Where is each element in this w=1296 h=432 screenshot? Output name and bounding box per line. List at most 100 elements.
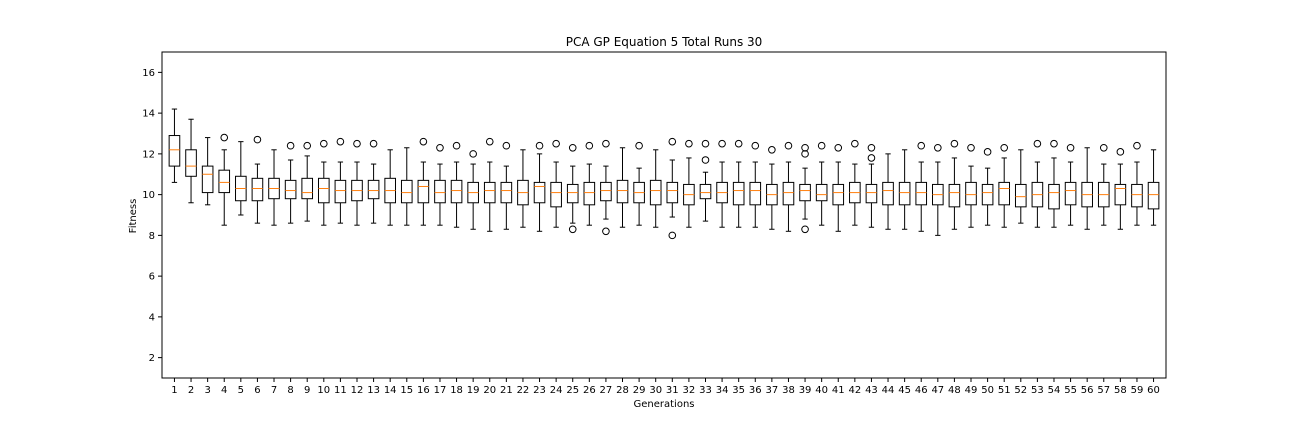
box-iqr (981, 183, 994, 206)
y-tick-label: 4 (149, 312, 155, 323)
outlier-point (685, 139, 693, 148)
outlier-point (353, 139, 361, 148)
outlier-point (784, 141, 793, 150)
outlier-point (568, 143, 577, 152)
x-tick-label: 59 (1131, 385, 1144, 396)
box-iqr (284, 179, 297, 200)
plot-frame (161, 51, 1167, 379)
x-tick-label: 53 (1031, 385, 1044, 396)
box-iqr (915, 181, 928, 206)
box-iqr (500, 181, 513, 204)
x-tick-label: 29 (633, 385, 646, 396)
x-tick-label: 6 (254, 385, 260, 396)
outlier-point (834, 143, 843, 152)
outlier-point (734, 139, 743, 148)
outlier-point (668, 137, 677, 146)
outlier-point (701, 139, 710, 148)
x-tick-label: 48 (948, 385, 961, 396)
outlier-point (303, 141, 312, 150)
x-axis-label: Generations (634, 399, 695, 410)
x-tick-label: 17 (434, 385, 447, 396)
outlier-point (220, 133, 229, 142)
outlier-point (1000, 143, 1008, 152)
x-tick-label: 23 (533, 385, 546, 396)
x-tick-label: 9 (304, 385, 310, 396)
box-iqr (898, 181, 911, 206)
x-tick-label: 4 (221, 385, 227, 396)
outlier-point (552, 139, 560, 148)
box-iqr (815, 183, 828, 202)
outlier-point (817, 141, 826, 150)
outlier-point (1050, 139, 1058, 148)
x-tick-label: 52 (1014, 385, 1027, 396)
box-iqr (799, 183, 811, 202)
x-tick-label: 18 (450, 385, 463, 396)
x-tick-label: 19 (467, 385, 480, 396)
x-tick-label: 40 (815, 385, 828, 396)
box-iqr (666, 181, 679, 204)
x-tick-label: 44 (882, 385, 895, 396)
x-tick-label: 26 (583, 385, 596, 396)
y-tick-label: 16 (142, 68, 155, 79)
box-iqr (201, 165, 214, 194)
box-iqr (583, 181, 596, 206)
outlier-point (419, 137, 428, 146)
outlier-point (983, 148, 992, 156)
box-iqr (218, 169, 231, 194)
outlier-point (635, 141, 643, 150)
outlier-point (768, 146, 776, 154)
outlier-point (701, 156, 710, 164)
outlier-point (286, 141, 295, 150)
chart-title: PCA GP Equation 5 Total Runs 30 (566, 35, 763, 49)
box-iqr (301, 177, 314, 200)
box-iqr (699, 183, 712, 200)
y-tick-label: 8 (149, 231, 155, 242)
outlier-point (967, 143, 975, 152)
outlier-point (801, 143, 809, 152)
outlier-point (668, 231, 677, 240)
x-tick-label: 56 (1081, 385, 1094, 396)
outlier-point (801, 150, 809, 158)
x-tick-label: 25 (566, 385, 579, 396)
x-tick-label: 11 (334, 385, 347, 396)
box-iqr (533, 181, 546, 204)
outlier-point (934, 143, 942, 152)
outlier-point (851, 139, 859, 148)
outlier-point (751, 141, 760, 150)
outlier-point (867, 143, 876, 152)
box-iqr (782, 181, 795, 206)
box-iqr (434, 179, 446, 204)
y-tick-label: 6 (149, 272, 155, 283)
x-tick-label: 46 (915, 385, 928, 396)
outlier-point (535, 141, 544, 150)
outlier-point (1033, 139, 1042, 148)
y-tick-label: 12 (142, 149, 155, 160)
outlier-point (867, 154, 876, 162)
box-iqr (832, 183, 845, 206)
outlier-point (917, 141, 926, 150)
x-tick-label: 14 (384, 385, 397, 396)
box-iqr (616, 179, 629, 204)
x-tick-label: 49 (965, 385, 978, 396)
outlier-point (1099, 143, 1108, 152)
box-iqr (367, 179, 380, 200)
box-iqr (417, 179, 430, 204)
x-tick-label: 15 (400, 385, 413, 396)
x-tick-label: 55 (1064, 385, 1077, 396)
outlier-point (568, 225, 577, 234)
x-tick-label: 27 (600, 385, 613, 396)
outlier-point (1066, 143, 1075, 152)
box-iqr (550, 181, 562, 208)
box-iqr (732, 181, 745, 206)
x-tick-label: 20 (483, 385, 496, 396)
x-tick-label: 33 (699, 385, 712, 396)
box-iqr (865, 183, 878, 204)
outlier-point (950, 139, 959, 148)
x-tick-label: 1 (171, 385, 177, 396)
x-tick-label: 50 (981, 385, 994, 396)
x-tick-label: 2 (188, 385, 194, 396)
x-tick-label: 31 (666, 385, 679, 396)
outlier-point (585, 141, 594, 150)
box-iqr (450, 179, 463, 204)
outlier-point (485, 137, 494, 146)
